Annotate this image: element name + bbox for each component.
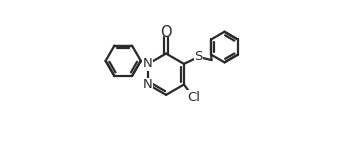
Text: N: N bbox=[143, 57, 152, 70]
Text: N: N bbox=[143, 78, 152, 91]
Text: S: S bbox=[194, 50, 203, 63]
Text: O: O bbox=[160, 25, 172, 40]
Text: Cl: Cl bbox=[187, 91, 200, 104]
